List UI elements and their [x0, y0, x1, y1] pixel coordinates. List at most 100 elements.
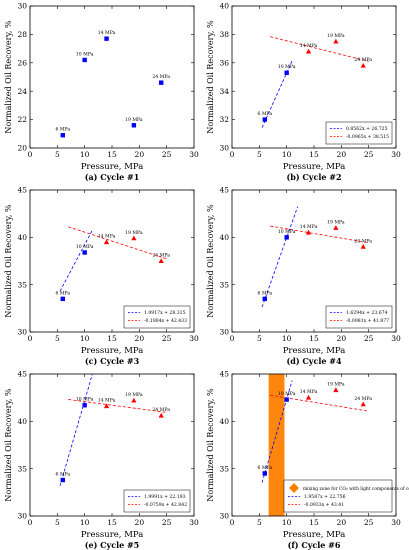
- data-point-label: 24 MPa: [152, 407, 170, 413]
- data-point-square: [131, 123, 137, 128]
- data-point-label: 14 MPa: [300, 389, 318, 395]
- data-point-label: 19 MPa: [125, 230, 143, 236]
- x-tick-label: 5: [257, 518, 262, 527]
- x-tick-label: 25: [364, 334, 374, 343]
- data-point-label: 14 MPa: [98, 234, 116, 240]
- data-point-triangle: [158, 258, 164, 263]
- x-tick-label: 30: [189, 150, 199, 159]
- data-point-triangle: [360, 62, 366, 68]
- data-point-triangle: [333, 387, 339, 393]
- x-tick-label: 20: [135, 334, 145, 343]
- x-tick-label: 30: [391, 518, 401, 527]
- panel-d: 0 5 10 15 20 25 30 30 35 40 45 Pressure, MPa Normali…: [206, 186, 401, 366]
- red-fit-line: [270, 225, 369, 244]
- panel-caption: (b) Cycle #2: [286, 172, 341, 182]
- x-tick-label: 5: [55, 518, 60, 527]
- data-point-label: 6 MPa: [55, 290, 70, 296]
- data-point-square: [104, 36, 109, 41]
- y-tick-label: 45: [17, 370, 27, 379]
- legend: 1.0917x + 28.315 -0.1884x + 42.433: [123, 305, 191, 329]
- data-point-label: 14 MPa: [98, 30, 116, 36]
- data-point-square: [60, 477, 65, 483]
- data-point-label: 10 MPa: [76, 397, 94, 403]
- x-tick-label: 10: [282, 150, 292, 159]
- data-point-square: [159, 80, 164, 85]
- y-tick-label: 26: [17, 58, 27, 67]
- legend-band-text: mixing zone for CO₂ with light component…: [303, 487, 409, 492]
- data-point-triangle: [305, 48, 312, 54]
- legend-entry: -0.0759x + 42.842: [144, 502, 187, 508]
- x-tick-label: 30: [391, 334, 401, 343]
- x-tick-label: 20: [135, 150, 145, 159]
- blue-fit-line: [59, 374, 93, 486]
- y-tick-label: 30: [219, 512, 229, 521]
- y-axis-label: Normalized Oil Recovery, %: [206, 20, 215, 134]
- data-point-triangle: [333, 225, 339, 230]
- y-tick-label: 34: [219, 87, 229, 96]
- legend-entry: 1.9587x + 22.756: [304, 494, 346, 500]
- y-tick-label: 38: [219, 30, 229, 39]
- x-tick-label: 0: [28, 150, 33, 159]
- legend: 1.9991x + 22.193 -0.0759x + 42.842: [123, 489, 191, 513]
- data-point-label: 14 MPa: [300, 224, 318, 230]
- legend-entry: -0.0933x + 43.41: [304, 502, 344, 508]
- data-point-label: 10 MPa: [278, 391, 296, 397]
- red-fit-line: [68, 399, 167, 413]
- data-point-label: 6 MPa: [55, 127, 70, 133]
- blue-fit-line: [59, 228, 94, 292]
- x-tick-label: 15: [107, 334, 117, 343]
- x-tick-label: 0: [28, 334, 33, 343]
- panel-c: 0 5 10 15 20 25 30 30 35 40 45 Pressure, MPa Normali…: [4, 186, 199, 366]
- legend-entry: -0.0965x + 38.515: [346, 134, 389, 140]
- data-point-label: 19 MPa: [125, 392, 143, 398]
- data-point-square: [82, 250, 87, 255]
- x-tick-label: 25: [364, 150, 374, 159]
- y-tick-label: 35: [17, 280, 27, 289]
- data-point-label: 24 MPa: [354, 238, 372, 244]
- x-axis-label: Pressure, MPa: [283, 162, 346, 172]
- x-tick-label: 15: [107, 150, 117, 159]
- x-tick-label: 20: [337, 334, 347, 343]
- fit-lines: [261, 206, 369, 308]
- x-axis-label: Pressure, MPa: [283, 346, 346, 356]
- legend-band-swatch: [289, 483, 299, 493]
- data-point-square: [284, 70, 289, 75]
- data-point-triangle: [103, 403, 110, 409]
- y-tick-label: 24: [17, 87, 27, 96]
- data-point-square: [262, 296, 267, 302]
- y-axis-label: Normalized Oil Recovery, %: [206, 204, 215, 318]
- y-tick-label: 35: [219, 280, 229, 289]
- fit-lines: [59, 374, 167, 486]
- y-tick-label: 30: [17, 328, 27, 337]
- data-point-label: 10 MPa: [278, 64, 296, 70]
- data-point-label: 6 MPa: [55, 472, 70, 478]
- data-point-square: [262, 117, 267, 122]
- data-point-square: [262, 471, 267, 476]
- data-point-label: 6 MPa: [257, 465, 272, 471]
- x-tick-label: 15: [309, 334, 319, 343]
- y-tick-label: 30: [219, 144, 229, 153]
- y-tick-label: 45: [219, 186, 229, 195]
- x-tick-label: 15: [309, 518, 319, 527]
- x-axis-label: Pressure, MPa: [81, 162, 144, 172]
- legend-box: [325, 121, 393, 145]
- data-point-triangle: [305, 229, 312, 235]
- legend-entry: -0.1884x + 42.433: [144, 318, 187, 324]
- x-tick-label: 10: [80, 334, 90, 343]
- data-point-square: [60, 296, 65, 302]
- panel-f: 0 5 10 15 20 25 30 30 35 40 45 Pressure, MPa Normali…: [206, 370, 409, 550]
- blue-fit-line: [261, 380, 293, 483]
- legend-box: [123, 489, 191, 513]
- y-tick-label: 40: [219, 417, 229, 426]
- x-tick-label: 30: [189, 334, 199, 343]
- data-point-label: 19 MPa: [125, 117, 143, 123]
- legend-entry: 0.8562x + 26.725: [346, 126, 388, 132]
- panel-caption: (c) Cycle #3: [85, 356, 140, 366]
- x-tick-label: 25: [162, 334, 172, 343]
- y-tick-label: 40: [17, 417, 27, 426]
- y-tick-label: 40: [219, 2, 229, 11]
- data-point-triangle: [158, 412, 164, 418]
- legend: 1.6294x + 23.674 -0.0981x + 41.877: [325, 305, 393, 329]
- red-fit-line: [68, 226, 167, 260]
- x-tick-label: 0: [230, 334, 235, 343]
